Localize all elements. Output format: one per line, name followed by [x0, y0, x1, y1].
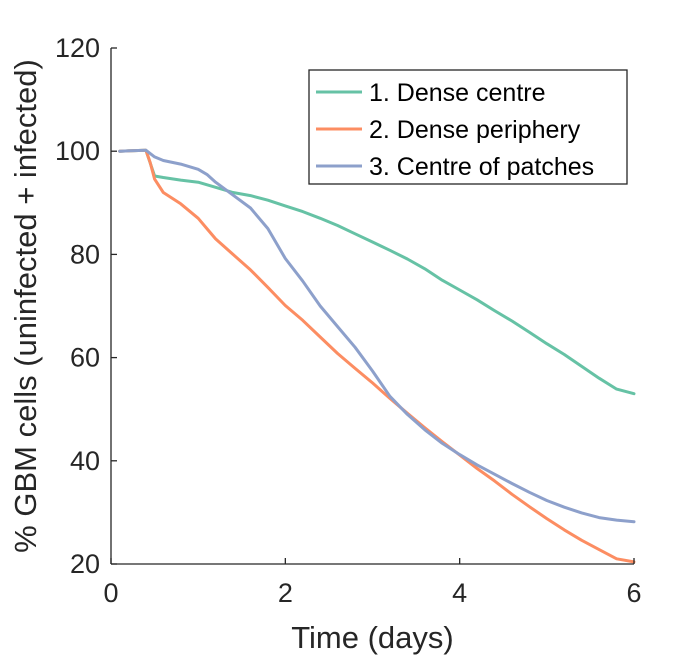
y-tick-label: 40 — [70, 446, 100, 476]
y-tick-label: 20 — [70, 549, 100, 579]
ticks-layer: 0 2 4 6 20 40 60 80 100 120 — [55, 33, 642, 608]
x-tick-label: 2 — [278, 578, 293, 608]
y-tick-label: 60 — [70, 343, 100, 373]
series-line-3 — [118, 148, 636, 524]
x-tick-label: 4 — [452, 578, 467, 608]
series-line-1 — [118, 148, 636, 396]
y-tick-label: 120 — [55, 33, 100, 63]
axes-layer — [110, 48, 634, 565]
legend-label-1: 1. Dense centre — [369, 79, 546, 107]
series-line-2 — [118, 148, 636, 564]
legend-label-2: 2. Dense periphery — [369, 116, 581, 144]
x-tick-label: 6 — [626, 578, 641, 608]
y-axis-label: % GBM cells (uninfected + infected) — [8, 59, 43, 553]
x-axis-label: Time (days) — [291, 620, 453, 655]
series-layer — [118, 148, 636, 564]
x-tick-label: 0 — [103, 578, 118, 608]
legend: 1. Dense centre 2. Dense periphery 3. Cent… — [308, 69, 628, 185]
legend-label-3: 3. Centre of patches — [369, 153, 594, 181]
y-tick-label: 100 — [55, 136, 100, 166]
y-tick-label: 80 — [70, 239, 100, 269]
